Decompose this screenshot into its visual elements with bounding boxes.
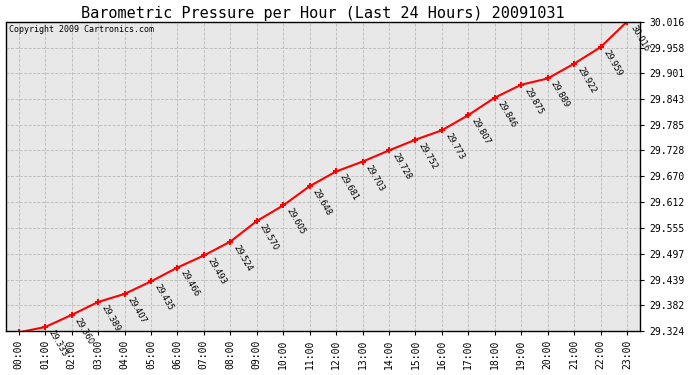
- Text: 29.807: 29.807: [470, 117, 492, 146]
- Text: 29.728: 29.728: [391, 152, 413, 182]
- Text: 29.524: 29.524: [232, 243, 254, 273]
- Text: 29.570: 29.570: [258, 222, 280, 252]
- Text: Copyright 2009 Cartronics.com: Copyright 2009 Cartronics.com: [9, 25, 154, 34]
- Text: 29.407: 29.407: [126, 296, 148, 325]
- Text: 29.703: 29.703: [364, 163, 386, 193]
- Text: 29.605: 29.605: [284, 207, 307, 237]
- Text: 29.773: 29.773: [443, 132, 466, 162]
- Text: 29.681: 29.681: [337, 173, 359, 202]
- Text: 29.333: 29.333: [47, 328, 69, 358]
- Text: 29.360: 29.360: [73, 316, 95, 346]
- Text: 29.875: 29.875: [522, 86, 545, 116]
- Text: 29.435: 29.435: [152, 283, 175, 312]
- Text: 29.648: 29.648: [311, 188, 333, 218]
- Text: 29.922: 29.922: [575, 65, 598, 94]
- Text: 29.959: 29.959: [602, 49, 624, 78]
- Text: 29.466: 29.466: [179, 269, 201, 298]
- Text: 29.389: 29.389: [99, 303, 122, 333]
- Text: 29.846: 29.846: [496, 99, 518, 129]
- Text: 29.493: 29.493: [205, 257, 228, 286]
- Text: 29.889: 29.889: [549, 80, 571, 110]
- Text: 29.752: 29.752: [417, 141, 439, 171]
- Title: Barometric Pressure per Hour (Last 24 Hours) 20091031: Barometric Pressure per Hour (Last 24 Ho…: [81, 6, 564, 21]
- Text: 29.321: 29.321: [0, 374, 1, 375]
- Text: 30.016: 30.016: [629, 23, 651, 53]
